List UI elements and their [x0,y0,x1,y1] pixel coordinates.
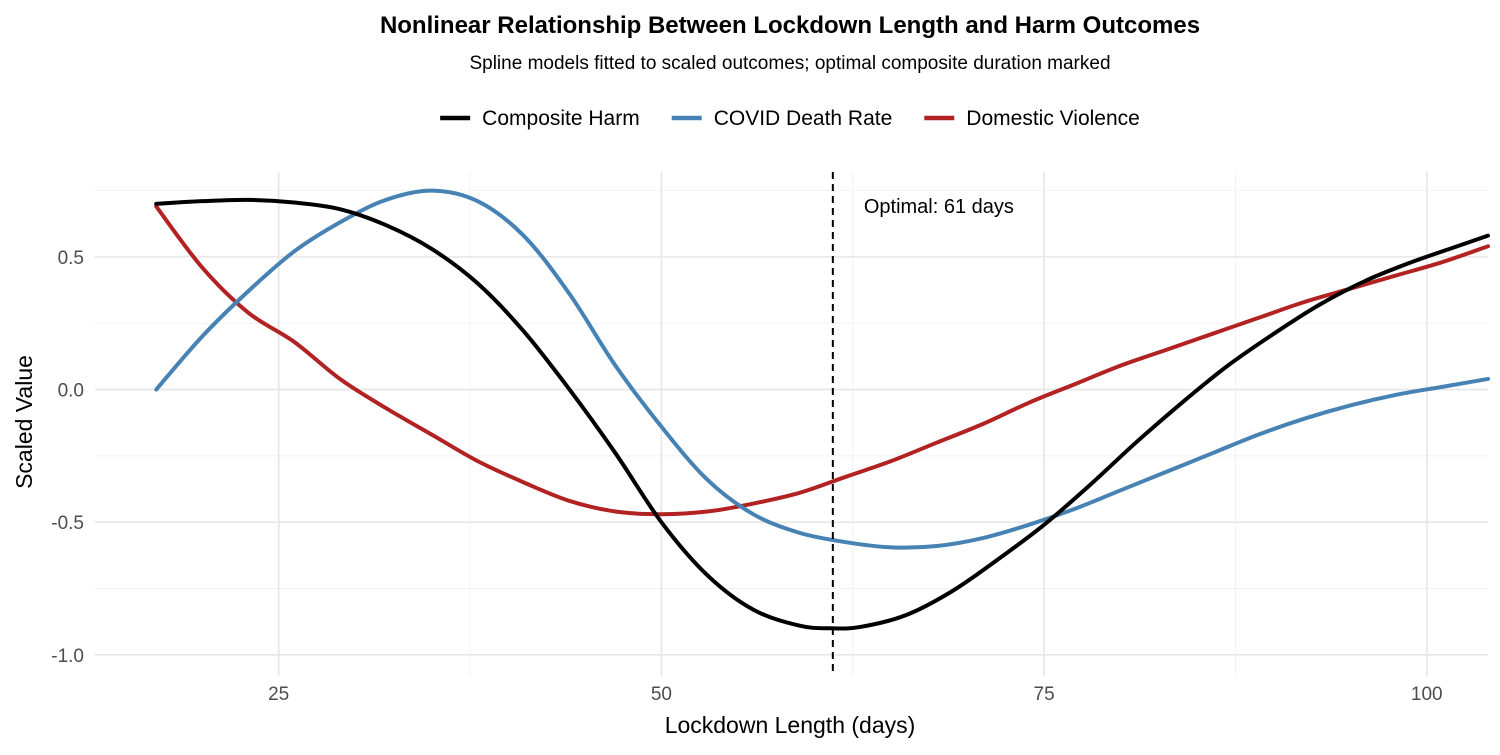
y-axis-title: Scaled Value [11,355,37,489]
series-lines [154,188,1490,631]
x-tick-label: 75 [1034,684,1055,705]
legend-label-covid-death-rate: COVID Death Rate [714,107,893,130]
grid [95,172,1488,676]
series-line-composite-harm [154,197,1490,631]
x-tick-label: 50 [651,684,672,705]
axes: 25 50 75 100 -1.0 -0.5 0.0 0.5 [51,248,1442,705]
y-tick-label: 0.0 [58,381,84,402]
chart-subtitle: Spline models fitted to scaled outcomes;… [469,53,1110,74]
x-tick-label: 100 [1411,684,1443,705]
legend-label-composite-harm: Composite Harm [482,107,640,130]
legend: Composite Harm COVID Death Rate Domestic V… [440,107,1140,130]
x-axis-title: Lockdown Length (days) [665,712,916,738]
y-tick-label: 0.5 [58,248,84,269]
legend-label-domestic-violence: Domestic Violence [966,107,1140,130]
series-line-covid-death-rate [154,188,1490,550]
x-tick-label: 25 [268,684,289,705]
chart-title: Nonlinear Relationship Between Lockdown … [380,12,1200,39]
optimal-annotation: Optimal: 61 days [831,172,1014,676]
y-tick-label: -0.5 [51,513,84,534]
series-line-domestic-violence [154,204,1490,517]
y-tick-label: -1.0 [51,646,84,667]
optimal-marker-label: Optimal: 61 days [864,196,1014,218]
